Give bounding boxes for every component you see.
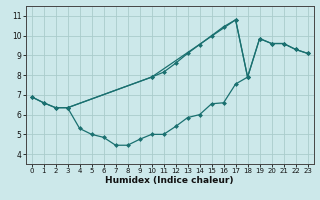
X-axis label: Humidex (Indice chaleur): Humidex (Indice chaleur) bbox=[105, 176, 234, 185]
